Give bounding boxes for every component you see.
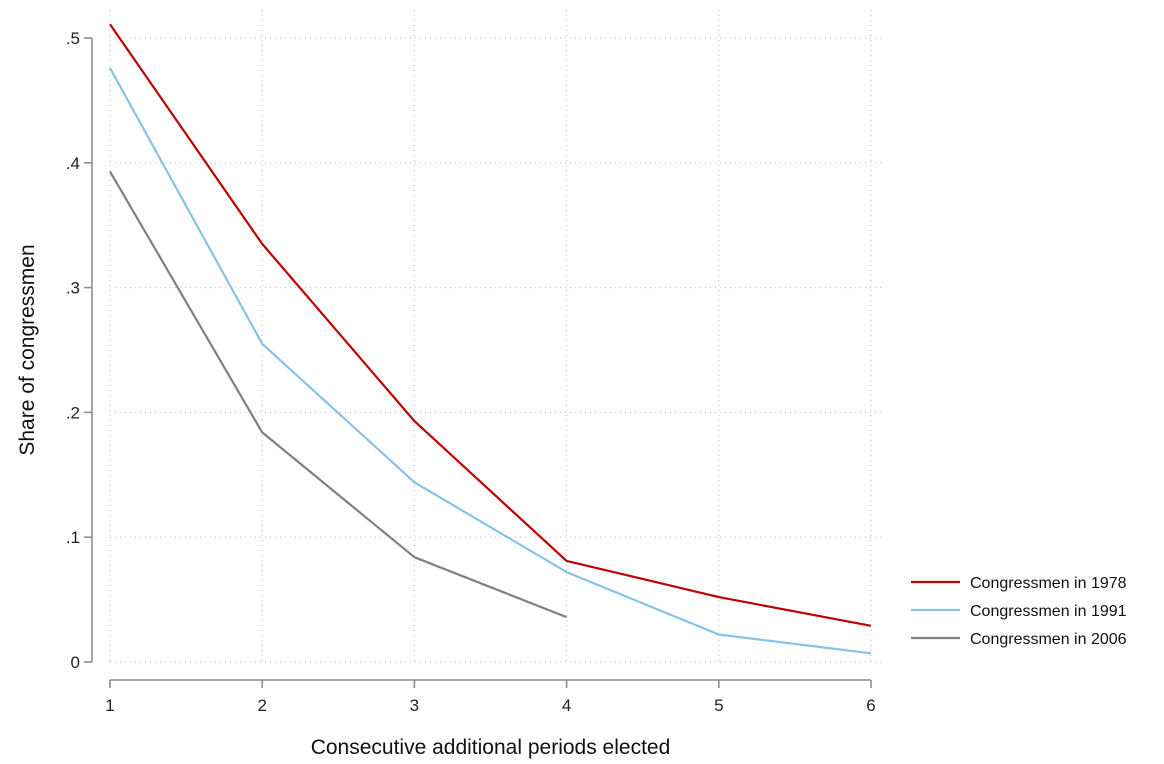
y-tick-label: .3 — [66, 279, 80, 298]
legend-label-2: Congressmen in 1991 — [970, 603, 1127, 620]
y-tick-label: .5 — [66, 29, 80, 48]
series-line-1 — [109, 23, 872, 627]
x-tick-label: 1 — [105, 696, 114, 715]
x-tick-label: 4 — [562, 696, 571, 715]
series-lines — [109, 23, 872, 655]
y-tick-label: .1 — [66, 528, 80, 547]
legend: Congressmen in 1978 Congressmen in 1991 Co… — [911, 575, 1127, 648]
x-tick-label: 2 — [257, 696, 266, 715]
x-axis-ticks: 1 2 3 4 5 6 — [105, 680, 876, 715]
x-axis-title: Consecutive additional periods elected — [311, 736, 671, 759]
axes — [91, 38, 871, 681]
legend-label-3: Congressmen in 2006 — [970, 631, 1127, 648]
series-line-2 — [109, 67, 872, 655]
series-line-3 — [109, 170, 568, 619]
x-tick-label: 6 — [866, 696, 875, 715]
y-tick-label: 0 — [71, 653, 80, 672]
x-tick-label: 5 — [714, 696, 723, 715]
y-axis-ticks: 0 .1 .2 .3 .4 .5 — [66, 29, 92, 672]
y-axis-title: Share of congressmen — [16, 244, 39, 455]
y-tick-label: .2 — [66, 403, 80, 422]
grid — [109, 10, 885, 663]
legend-label-1: Congressmen in 1978 — [970, 575, 1127, 592]
x-tick-label: 3 — [410, 696, 419, 715]
y-tick-label: .4 — [66, 154, 80, 173]
